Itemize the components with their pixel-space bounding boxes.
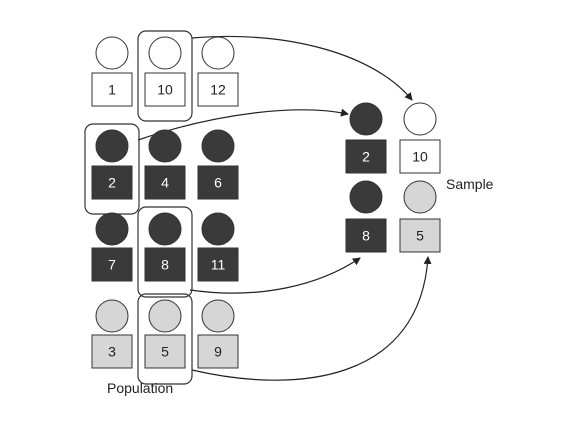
member-box	[197, 165, 239, 200]
sample-member: 5	[399, 180, 441, 253]
member-box	[197, 247, 239, 282]
member-circle	[148, 36, 182, 70]
member-circle	[95, 129, 129, 163]
member-number: 9	[214, 344, 222, 360]
member-number: 3	[108, 344, 116, 360]
population-member: 9	[197, 299, 239, 369]
selection-frame	[137, 206, 193, 298]
population-label: Population	[107, 380, 173, 396]
member-number: 2	[362, 149, 370, 165]
member-number: 8	[161, 257, 169, 273]
member-number: 6	[214, 175, 222, 191]
population-member: 11	[197, 212, 239, 282]
member-number: 4	[161, 175, 169, 191]
member-number: 11	[211, 257, 226, 273]
sample-member: 2	[345, 102, 387, 174]
member-box	[345, 218, 387, 253]
member-box	[197, 72, 239, 107]
member-circle	[349, 180, 383, 214]
member-circle	[201, 212, 235, 246]
member-circle	[403, 180, 437, 214]
member-box	[91, 247, 133, 282]
sample-label: Sample	[446, 176, 494, 192]
member-circle	[148, 129, 182, 163]
population-member: 2	[84, 123, 140, 215]
member-circle	[95, 212, 129, 246]
member-box	[345, 139, 387, 174]
member-box	[197, 334, 239, 369]
member-box	[399, 139, 441, 174]
population-member: 4	[144, 129, 186, 200]
member-box	[91, 334, 133, 369]
member-circle	[201, 36, 235, 70]
member-number: 10	[412, 149, 428, 165]
member-circle	[95, 36, 129, 70]
selection-arrow	[191, 35, 413, 101]
sample-member: 8	[345, 180, 387, 253]
member-circle	[349, 102, 383, 136]
population-member: 12	[197, 36, 239, 107]
population-grid: 1 10 12 2 4 6 7 8 11 3 5 9	[84, 30, 239, 385]
member-circle	[201, 299, 235, 333]
population-member: 5	[137, 293, 193, 385]
member-box	[144, 334, 186, 369]
member-box	[144, 165, 186, 200]
sample-member: 10	[399, 102, 441, 174]
member-number: 10	[157, 82, 173, 98]
member-number: 7	[108, 257, 116, 273]
member-box	[399, 218, 441, 253]
member-number: 5	[161, 344, 169, 360]
member-circle	[95, 299, 129, 333]
member-number: 1	[108, 82, 116, 98]
population-member: 8	[137, 206, 193, 298]
population-member: 10	[137, 30, 193, 122]
member-circle	[148, 299, 182, 333]
population-member: 7	[91, 212, 133, 282]
sample-grid: 2 10 8 5	[345, 102, 441, 253]
member-box	[144, 247, 186, 282]
member-circle	[403, 102, 437, 136]
selection-arrow	[189, 257, 361, 294]
member-box	[91, 72, 133, 107]
selection-arrow	[191, 256, 432, 381]
selection-frame	[137, 30, 193, 122]
member-circle	[148, 212, 182, 246]
population-member: 3	[91, 299, 133, 369]
population-member: 1	[91, 36, 133, 107]
member-number: 12	[210, 82, 226, 98]
member-box	[144, 72, 186, 107]
member-box	[91, 165, 133, 200]
member-number: 5	[416, 228, 424, 244]
member-circle	[201, 129, 235, 163]
selection-frame	[137, 293, 193, 385]
member-number: 8	[362, 228, 370, 244]
member-number: 2	[108, 175, 116, 191]
population-member: 6	[197, 129, 239, 200]
